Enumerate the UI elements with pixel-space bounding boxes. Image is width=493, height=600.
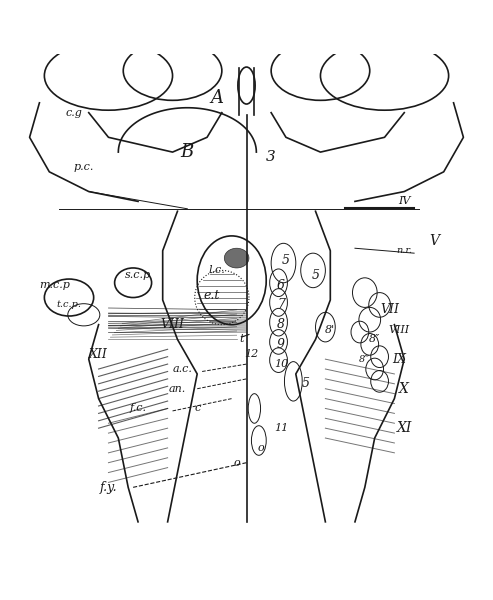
Text: 8': 8': [325, 325, 335, 335]
Text: e.t: e.t: [204, 289, 220, 302]
Text: VIII: VIII: [389, 325, 410, 335]
Text: XII: XII: [89, 348, 108, 361]
Ellipse shape: [224, 248, 249, 268]
Text: XI: XI: [396, 421, 412, 435]
Text: f.c.: f.c.: [130, 403, 146, 413]
Text: s.c.p: s.c.p: [125, 271, 151, 280]
Text: 8″: 8″: [369, 334, 380, 344]
Text: IX: IX: [392, 353, 406, 365]
Text: X: X: [399, 382, 409, 396]
Text: an.: an.: [169, 384, 186, 394]
Text: 10: 10: [274, 359, 288, 369]
Text: 8‴: 8‴: [359, 355, 371, 364]
Text: t: t: [239, 334, 244, 344]
Text: a.c.: a.c.: [173, 364, 192, 374]
Text: VII: VII: [380, 304, 399, 316]
Text: 9: 9: [277, 338, 285, 351]
Text: c.g: c.g: [66, 107, 82, 118]
Text: 11: 11: [274, 423, 288, 433]
Text: f.y.: f.y.: [100, 481, 117, 494]
Text: IV: IV: [398, 196, 411, 206]
Text: p.c.: p.c.: [73, 162, 94, 172]
Text: o: o: [258, 443, 265, 453]
Text: c: c: [194, 403, 200, 413]
Text: V: V: [429, 234, 439, 248]
Text: t.c.p.: t.c.p.: [57, 301, 81, 310]
Text: 8: 8: [277, 318, 285, 331]
Text: 5: 5: [312, 269, 319, 282]
Text: A: A: [211, 89, 223, 107]
Text: 5: 5: [282, 254, 290, 267]
Text: n.r.: n.r.: [396, 246, 412, 255]
Text: 6: 6: [277, 279, 285, 292]
Text: 5: 5: [302, 377, 310, 391]
Text: o: o: [233, 458, 240, 467]
Text: 7: 7: [277, 298, 285, 311]
Text: 3: 3: [266, 150, 276, 164]
Text: l.c.: l.c.: [209, 265, 225, 275]
Text: 12: 12: [245, 349, 258, 359]
Text: VIII: VIII: [161, 318, 184, 331]
Text: B: B: [181, 143, 194, 161]
Text: m.c.p: m.c.p: [39, 280, 70, 290]
